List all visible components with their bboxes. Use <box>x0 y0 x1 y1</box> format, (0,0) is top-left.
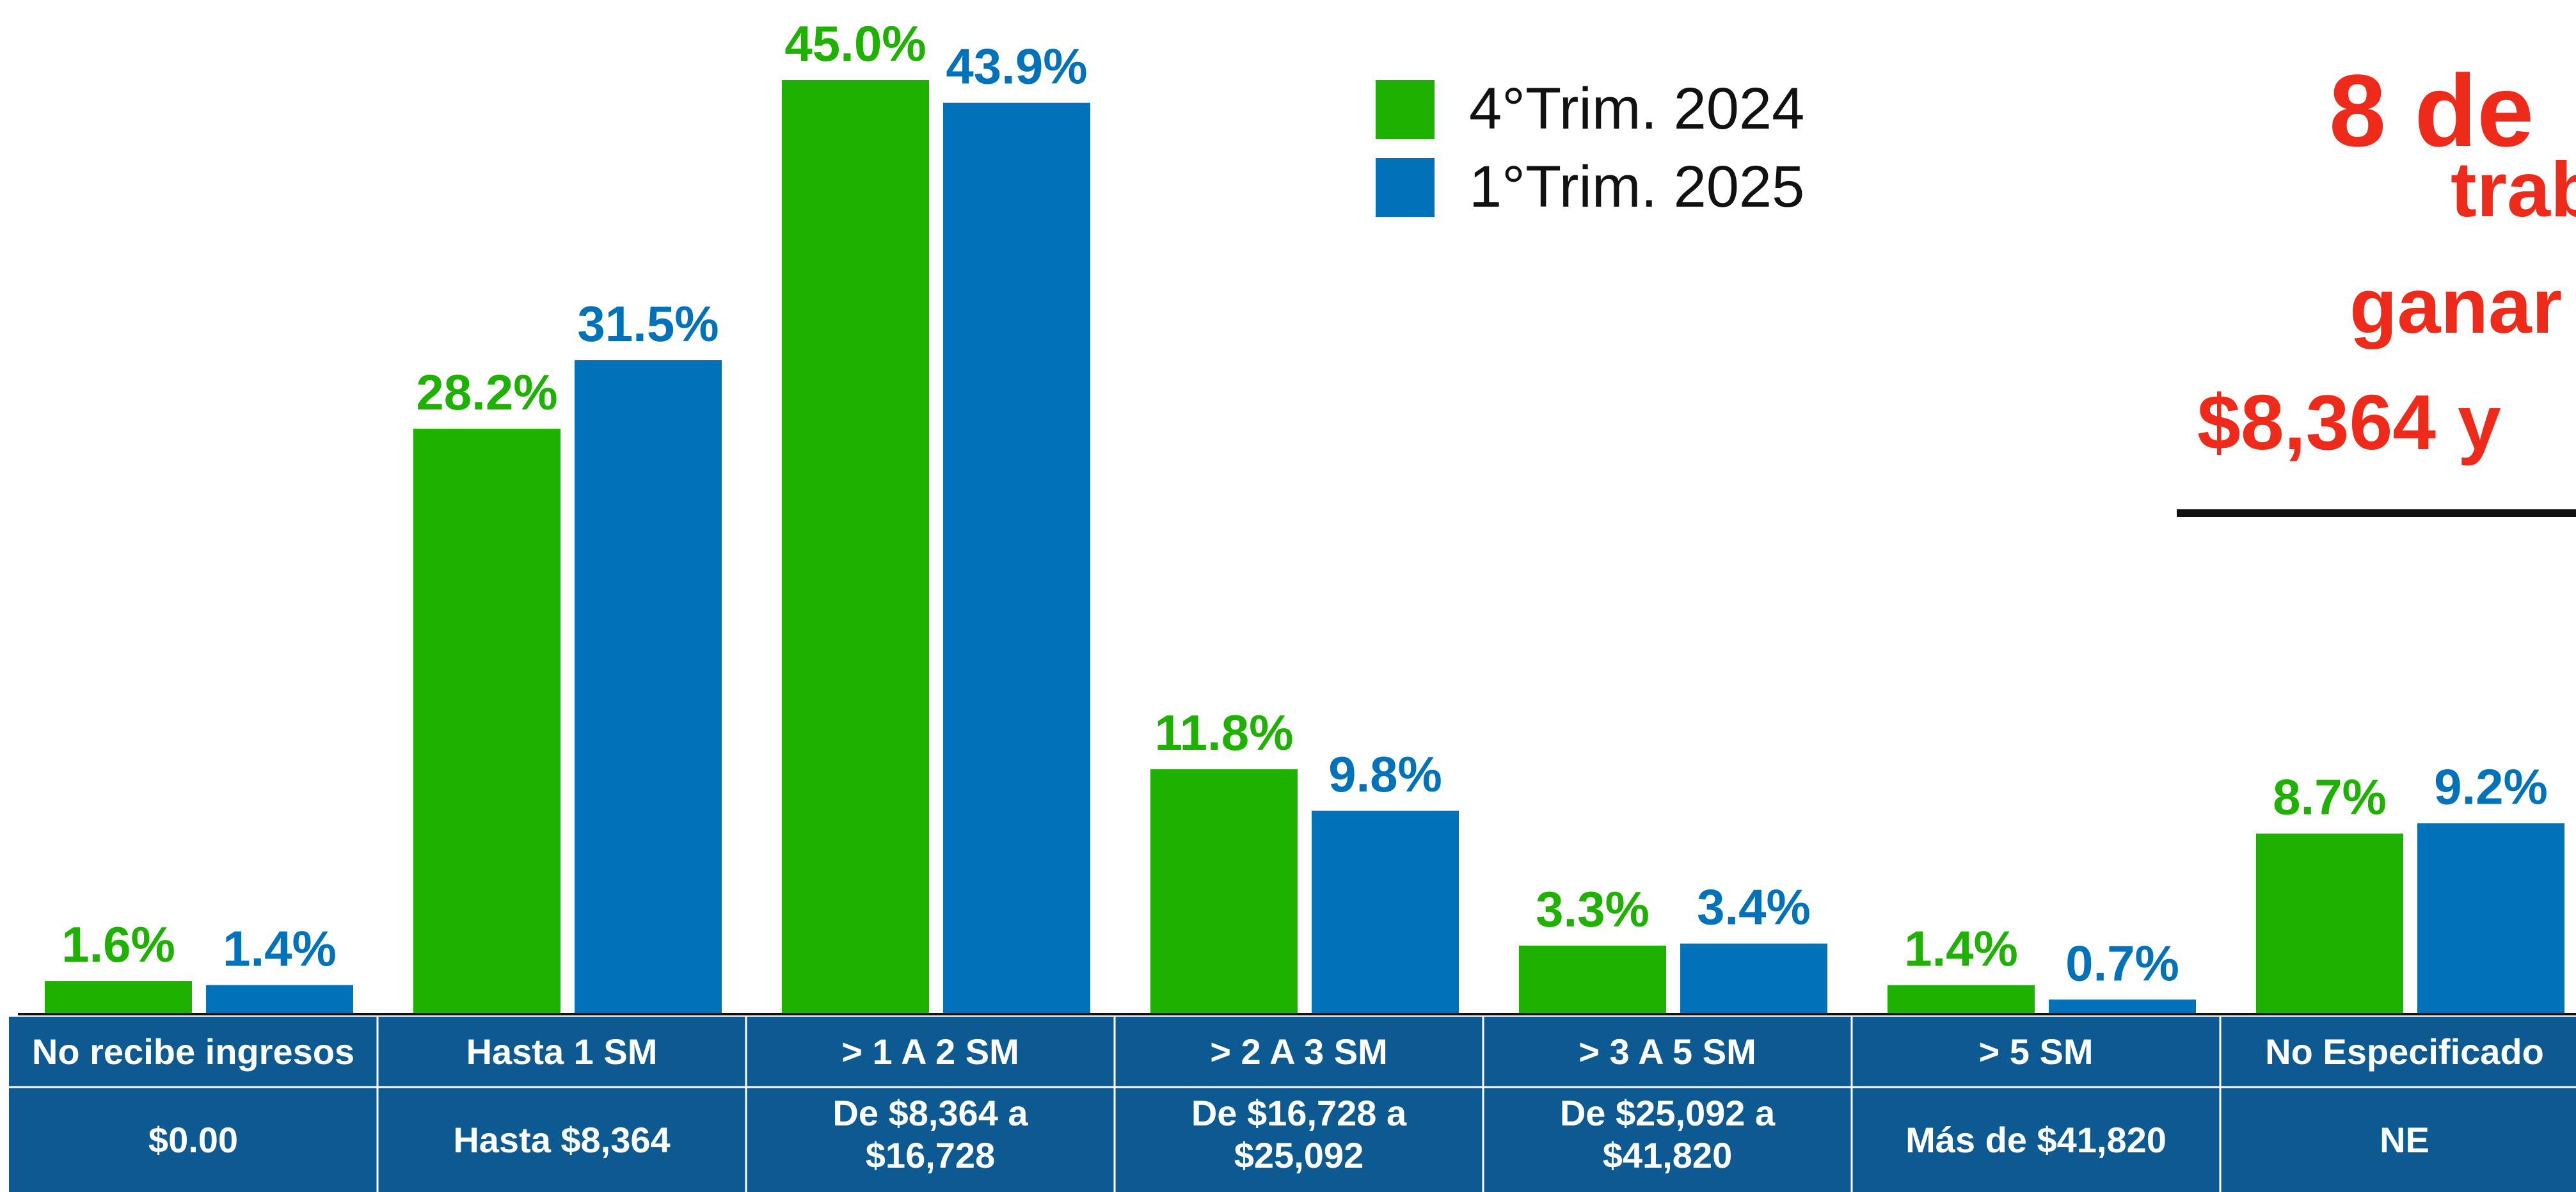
bar-q1-2025-4 <box>1680 943 1827 1014</box>
bar-q1-2025-1 <box>575 360 722 1014</box>
category-label: Hasta 1 SM <box>466 1031 658 1072</box>
category-label: No recibe ingresos <box>32 1031 354 1072</box>
bar-q4-2024-3 <box>1150 769 1298 1014</box>
bar-value-label: 28.2% <box>416 364 557 420</box>
legend: 4°Trim. 2024 1°Trim. 2025 <box>1376 76 1804 219</box>
category-label: > 2 A 3 SM <box>1210 1031 1388 1072</box>
legend-swatch <box>1376 158 1435 217</box>
bar-q4-2024-5 <box>1888 985 2035 1014</box>
category-table: No recibe ingresos $0.00 Hasta 1 SM Hasta $… <box>9 1017 2576 1192</box>
legend-label: 4°Trim. 2024 <box>1469 76 1804 141</box>
bar-value-label: 11.8% <box>1155 704 1294 761</box>
category-table-background <box>9 1017 2576 1192</box>
legend-swatch <box>1376 80 1435 139</box>
bar-q4-2024-6 <box>2256 833 2403 1014</box>
income-range-label: De $25,092 a <box>1560 1093 1776 1133</box>
value-labels-layer: 1.6% 1.4% 28.2% 31.5% 45.0% 43.9% 11.8% 9.8% 3.3… <box>61 15 2548 991</box>
bar-q1-2025-0 <box>206 985 353 1014</box>
bar-value-label: 8.7% <box>2273 769 2387 825</box>
bar-q4-2024-4 <box>1519 945 1666 1014</box>
income-range-label: NE <box>2380 1120 2429 1160</box>
headline-line: trab <box>2451 146 2576 233</box>
headline-line: ganar <box>2349 262 2562 349</box>
bar-value-label: 1.6% <box>61 916 175 973</box>
category-label: > 1 A 2 SM <box>841 1031 1019 1072</box>
category-label: No Especificado <box>2265 1031 2544 1072</box>
bar-q1-2025-2 <box>943 102 1090 1015</box>
bar-q4-2024-2 <box>782 80 929 1014</box>
bar-value-label: 3.4% <box>1697 879 1811 935</box>
bar-q1-2025-6 <box>2417 823 2564 1014</box>
income-range-label: $25,092 <box>1234 1135 1364 1175</box>
bar-value-label: 1.4% <box>1904 921 2018 977</box>
income-range-label: De $16,728 a <box>1191 1093 1407 1133</box>
bar-value-label: 9.2% <box>2434 759 2548 815</box>
bar-value-label: 43.9% <box>946 38 1087 95</box>
income-range-label: Hasta $8,364 <box>453 1120 670 1160</box>
income-range-label: $0.00 <box>148 1120 238 1160</box>
bar-value-label: 3.3% <box>1536 881 1650 937</box>
bar-value-label: 45.0% <box>784 15 926 72</box>
bars-layer <box>18 80 2576 1015</box>
income-range-label: $41,820 <box>1603 1135 1732 1175</box>
bar-value-label: 31.5% <box>577 296 719 352</box>
headline-line: $8,364 y <box>2197 379 2501 466</box>
income-range-label: $16,728 <box>866 1135 995 1175</box>
bar-value-label: 0.7% <box>2065 935 2179 991</box>
bar-q1-2025-5 <box>2049 999 2196 1014</box>
bar-q4-2024-0 <box>45 981 192 1014</box>
bar-q4-2024-1 <box>413 429 561 1014</box>
bar-q1-2025-3 <box>1312 811 1459 1014</box>
income-range-label: De $8,364 a <box>832 1093 1028 1133</box>
legend-label: 1°Trim. 2025 <box>1469 154 1804 219</box>
bar-value-label: 1.4% <box>223 921 337 977</box>
headline-line: 8 de <box>2329 53 2534 168</box>
bar-value-label: 9.8% <box>1328 746 1442 802</box>
category-label: > 5 SM <box>1979 1031 2094 1072</box>
category-label: > 3 A 5 SM <box>1578 1031 1756 1072</box>
income-range-label: Más de $41,820 <box>1905 1120 2167 1160</box>
